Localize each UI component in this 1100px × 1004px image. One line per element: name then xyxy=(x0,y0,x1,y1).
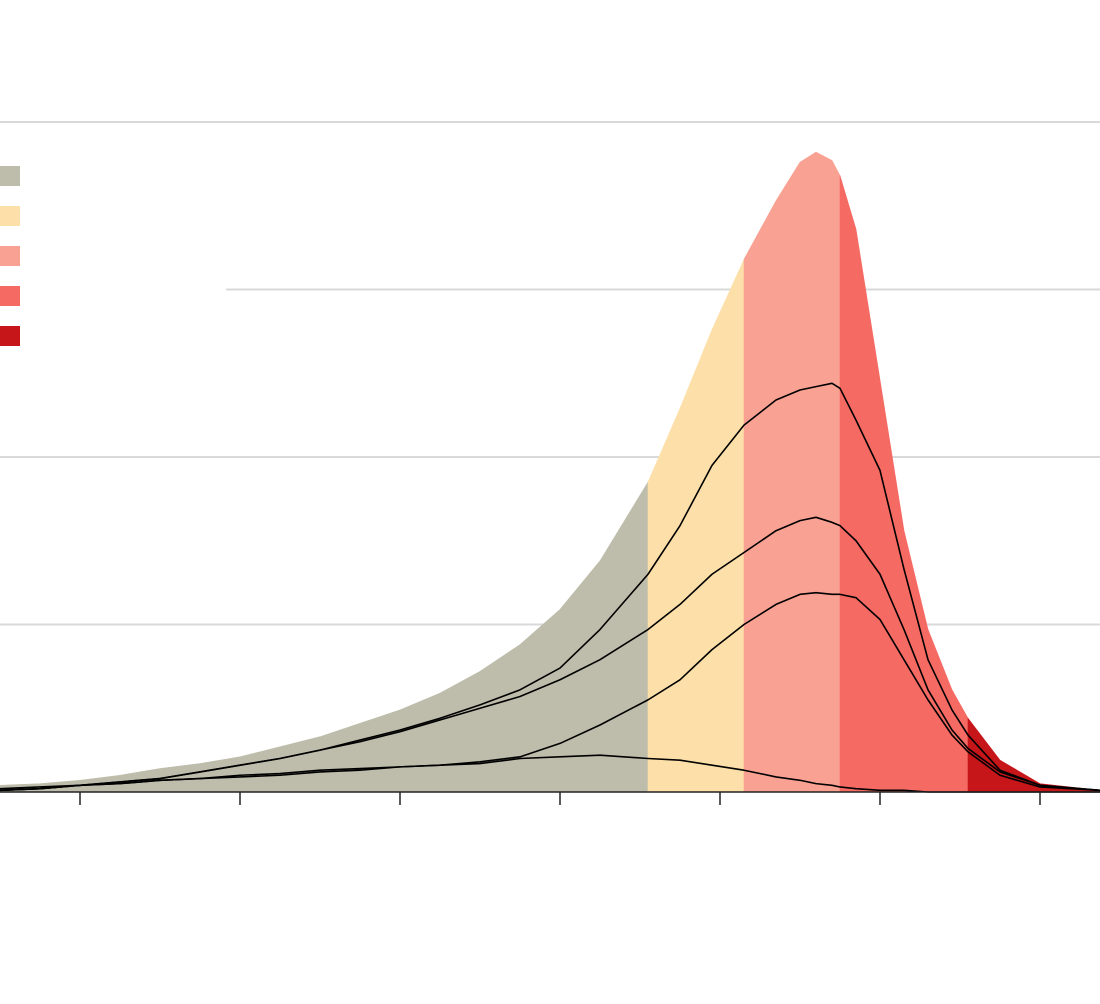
legend-swatch xyxy=(0,326,20,346)
area xyxy=(0,481,649,793)
lines xyxy=(0,382,1100,793)
legend xyxy=(0,166,20,346)
line xyxy=(0,591,1100,792)
x-axis xyxy=(0,791,1100,805)
legend-swatch xyxy=(0,166,20,186)
line xyxy=(0,516,1100,792)
line xyxy=(0,754,1100,793)
area xyxy=(839,175,969,793)
area xyxy=(743,151,841,793)
area xyxy=(967,717,1100,793)
legend-swatch xyxy=(0,286,20,306)
legend-background xyxy=(0,150,226,350)
legend-swatch xyxy=(0,206,20,226)
areas xyxy=(0,151,1100,793)
legend-swatch xyxy=(0,246,20,266)
area xyxy=(647,259,745,793)
